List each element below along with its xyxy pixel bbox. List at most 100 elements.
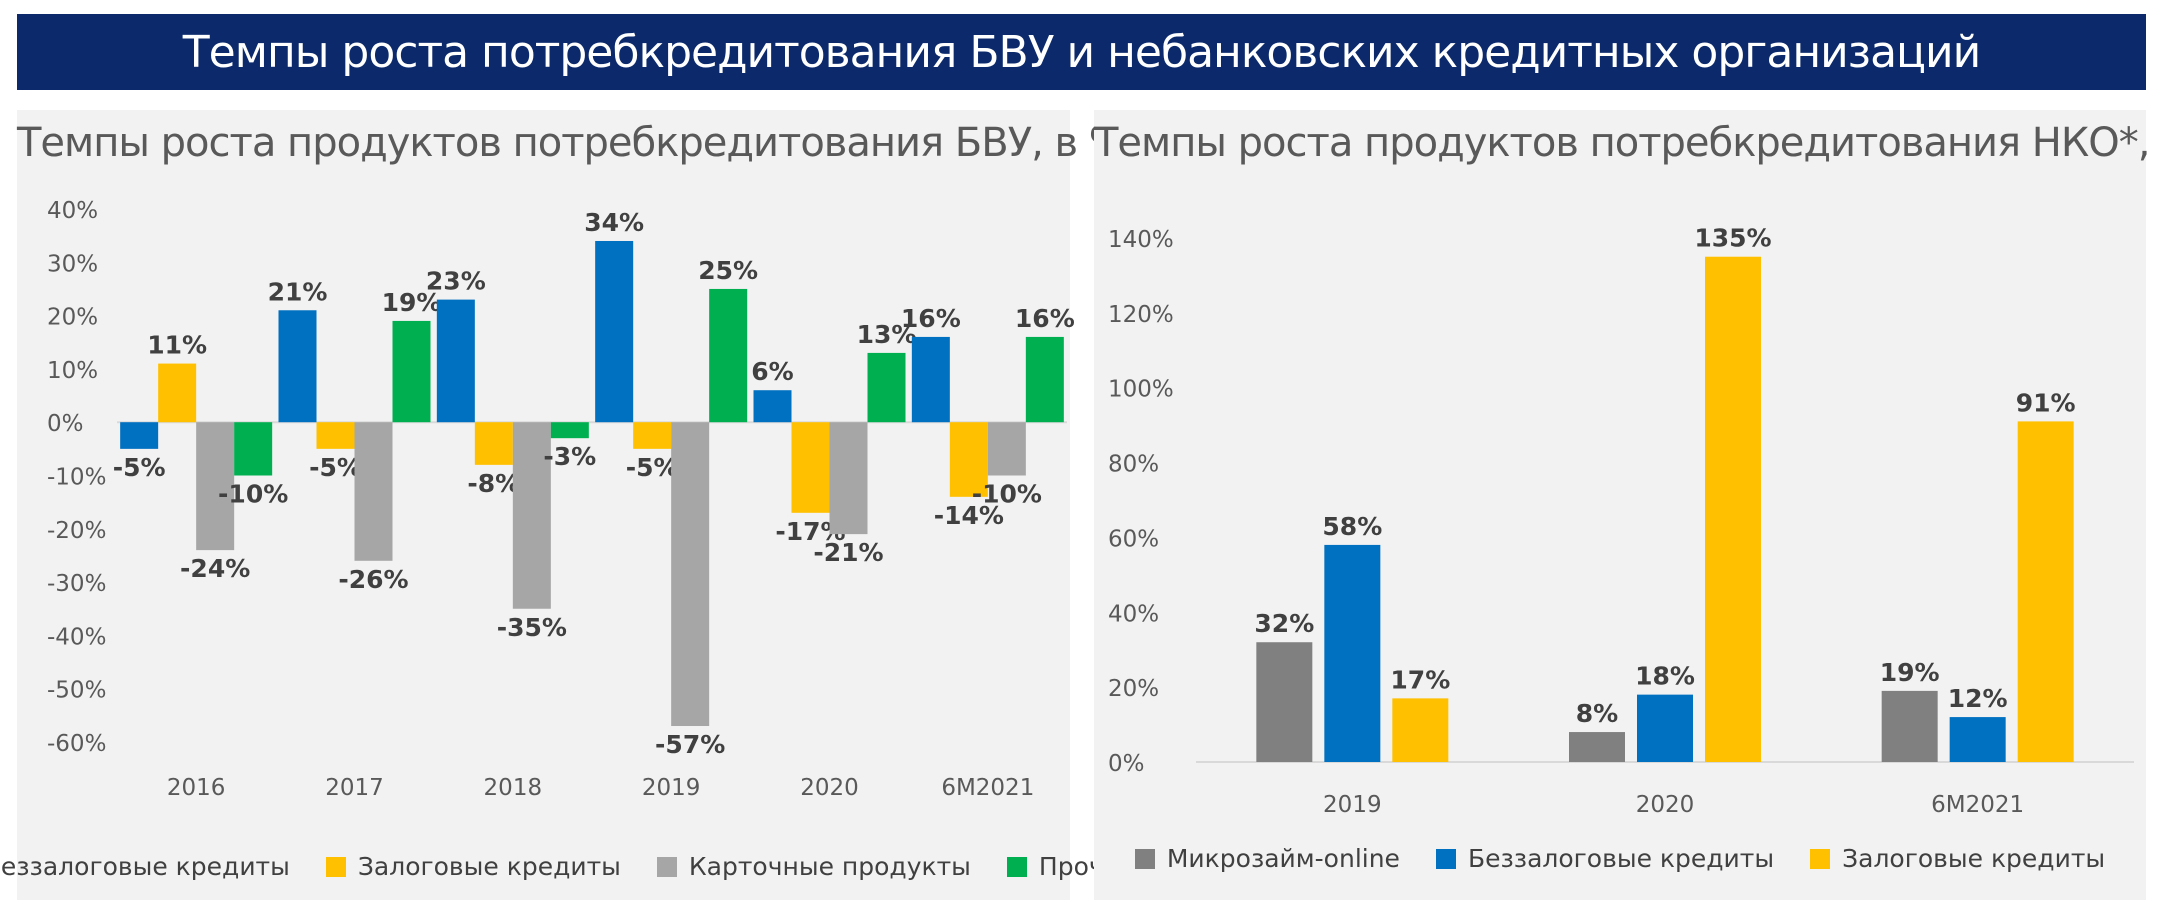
bar-карточные-продукты-2020 bbox=[829, 422, 868, 535]
bar-беззалоговые-кредиты-2020 bbox=[753, 390, 792, 423]
data-label: 19% bbox=[1880, 658, 1940, 687]
legend-label: Беззалоговые кредиты bbox=[1467, 844, 1775, 873]
bar-залоговые-кредиты-2019 bbox=[1392, 698, 1449, 762]
chart-title-bvu: Темпы роста продуктов потребкредитования… bbox=[17, 120, 1127, 166]
bar-беззалоговые-кредиты-6m2021 bbox=[1949, 717, 2006, 762]
legend-item-микрозайм-online: Микрозайм-online bbox=[1134, 844, 1400, 873]
legend-swatch bbox=[1134, 848, 1155, 869]
bar-карточные-продукты-6m2021 bbox=[987, 422, 1026, 476]
data-label: 16% bbox=[1015, 304, 1075, 333]
data-label: -35% bbox=[497, 613, 567, 642]
chart-panel-bvu: Темпы роста продуктов потребкредитования… bbox=[0, 110, 1135, 900]
bar-залоговые-кредиты-2020 bbox=[1705, 256, 1761, 762]
bar-залоговые-кредиты-2020 bbox=[791, 422, 830, 513]
data-label: -24% bbox=[180, 554, 250, 583]
banner-title: Темпы роста потребкредитования БВУ и неб… bbox=[182, 26, 1981, 78]
data-label: 23% bbox=[426, 267, 486, 296]
data-label: -14% bbox=[934, 501, 1004, 530]
data-label: -5% bbox=[309, 453, 362, 482]
legend-label: Залоговые кредиты bbox=[1842, 844, 2106, 873]
data-label: 18% bbox=[1635, 662, 1695, 691]
data-label: 11% bbox=[147, 331, 207, 360]
x-category-label: 2017 bbox=[325, 775, 384, 801]
bar-залоговые-кредиты-6m2021 bbox=[949, 422, 988, 497]
y-tick-label: 60% bbox=[1108, 526, 1159, 552]
x-category-label: 2020 bbox=[1636, 792, 1695, 818]
x-category-label: 2019 bbox=[1323, 792, 1382, 818]
chart-title-nko: Темпы роста продуктов потребкредитования… bbox=[1094, 120, 2160, 166]
bar-прочие-2017 bbox=[392, 320, 431, 423]
data-label: 91% bbox=[2016, 388, 2076, 417]
legend-bvu: Беззалоговые кредиты Залоговые кредиты Кар… bbox=[0, 852, 1135, 881]
legend-item-беззалоговые-кредиты: Беззалоговые кредиты bbox=[1435, 844, 1775, 873]
legend-swatch bbox=[1810, 848, 1831, 869]
legend-item-беззалоговые-кредиты: Беззалоговые кредиты bbox=[0, 852, 290, 881]
y-tick-label: 0% bbox=[47, 411, 84, 437]
x-category-label: 2016 bbox=[167, 775, 226, 801]
bar-chart-bvu: 40% 30% 20% 10% 0% -10% -20% -30% -40% -50% -60% -5… bbox=[47, 198, 1075, 801]
legend-swatch bbox=[325, 856, 346, 877]
data-label: -3% bbox=[543, 442, 596, 471]
y-tick-label: -10% bbox=[47, 465, 106, 491]
y-tick-label: 140% bbox=[1108, 227, 1174, 253]
y-tick-label: -40% bbox=[47, 624, 106, 650]
legend-label: Карточные продукты bbox=[688, 852, 971, 881]
data-label: -21% bbox=[813, 538, 883, 567]
data-label: 16% bbox=[901, 304, 961, 333]
legend-label: Беззалоговые кредиты bbox=[0, 852, 290, 881]
x-category-label: 2018 bbox=[484, 775, 543, 801]
bar-прочие-2018 bbox=[550, 422, 589, 439]
y-tick-label: 100% bbox=[1108, 377, 1174, 403]
y-tick-label: 20% bbox=[1108, 676, 1159, 702]
data-label: 13% bbox=[857, 320, 917, 349]
bar-прочие-2016 bbox=[234, 422, 273, 476]
data-label: 12% bbox=[1948, 684, 2008, 713]
x-category-label: 6M2021 bbox=[1931, 792, 2024, 818]
data-label: 17% bbox=[1390, 665, 1450, 694]
y-tick-label: -30% bbox=[47, 571, 106, 597]
bar-карточные-продукты-2017 bbox=[354, 422, 393, 561]
legend-nko: Микрозайм-online Беззалоговые кредиты Зало… bbox=[1094, 844, 2146, 873]
bar-микрозайм-online-2019 bbox=[1256, 642, 1313, 762]
y-tick-label: -50% bbox=[47, 678, 106, 704]
bar-прочие-2020 bbox=[867, 352, 906, 423]
data-label: -5% bbox=[113, 453, 166, 482]
y-tick-label: 120% bbox=[1108, 302, 1174, 328]
chart-panel-nko: Темпы роста продуктов потребкредитования… bbox=[1094, 110, 2160, 900]
legend-swatch bbox=[1006, 856, 1027, 877]
y-tick-label: 40% bbox=[47, 198, 98, 224]
bar-беззалоговые-кредиты-2017 bbox=[278, 310, 317, 423]
bar-карточные-продукты-2018 bbox=[512, 422, 551, 609]
bar-микрозайм-online-6m2021 bbox=[1881, 690, 1938, 762]
bar-карточные-продукты-2016 bbox=[196, 422, 235, 551]
y-tick-label: 40% bbox=[1108, 601, 1159, 627]
bar-микрозайм-online-2020 bbox=[1569, 732, 1625, 762]
data-label: 19% bbox=[382, 288, 442, 317]
data-label: -57% bbox=[655, 730, 725, 759]
legend-item-карточные-продукты: Карточные продукты bbox=[656, 852, 971, 881]
y-tick-label: 30% bbox=[47, 251, 98, 277]
legend-label: Микрозайм-online bbox=[1166, 844, 1400, 873]
page-banner: Темпы роста потребкредитования БВУ и неб… bbox=[17, 14, 2146, 90]
data-label: 6% bbox=[751, 357, 793, 386]
y-tick-label: -60% bbox=[47, 731, 106, 757]
bar-прочие-2019 bbox=[709, 288, 748, 423]
data-label: 25% bbox=[698, 256, 758, 285]
y-tick-label: 10% bbox=[47, 358, 98, 384]
y-tick-label: 20% bbox=[47, 305, 98, 331]
data-label: -26% bbox=[338, 565, 408, 594]
data-label: -8% bbox=[467, 469, 520, 498]
data-label: -10% bbox=[218, 480, 288, 509]
legend-swatch bbox=[656, 856, 677, 877]
bar-залоговые-кредиты-2019 bbox=[633, 422, 672, 449]
x-category-label: 2019 bbox=[642, 775, 701, 801]
data-label: -10% bbox=[972, 480, 1042, 509]
data-label: 32% bbox=[1254, 609, 1314, 638]
bar-chart-nko: 140% 120% 100% 80% 60% 40% 20% 0% 32% 58% 17% 2019 8… bbox=[1108, 224, 2134, 818]
bar-беззалоговые-кредиты-2018 bbox=[436, 299, 475, 423]
data-label: 58% bbox=[1322, 512, 1382, 541]
bar-беззалоговые-кредиты-2019 bbox=[1324, 544, 1381, 762]
data-label: 8% bbox=[1576, 699, 1618, 728]
data-label: 21% bbox=[268, 277, 328, 306]
bar-беззалоговые-кредиты-2020 bbox=[1637, 694, 1693, 762]
